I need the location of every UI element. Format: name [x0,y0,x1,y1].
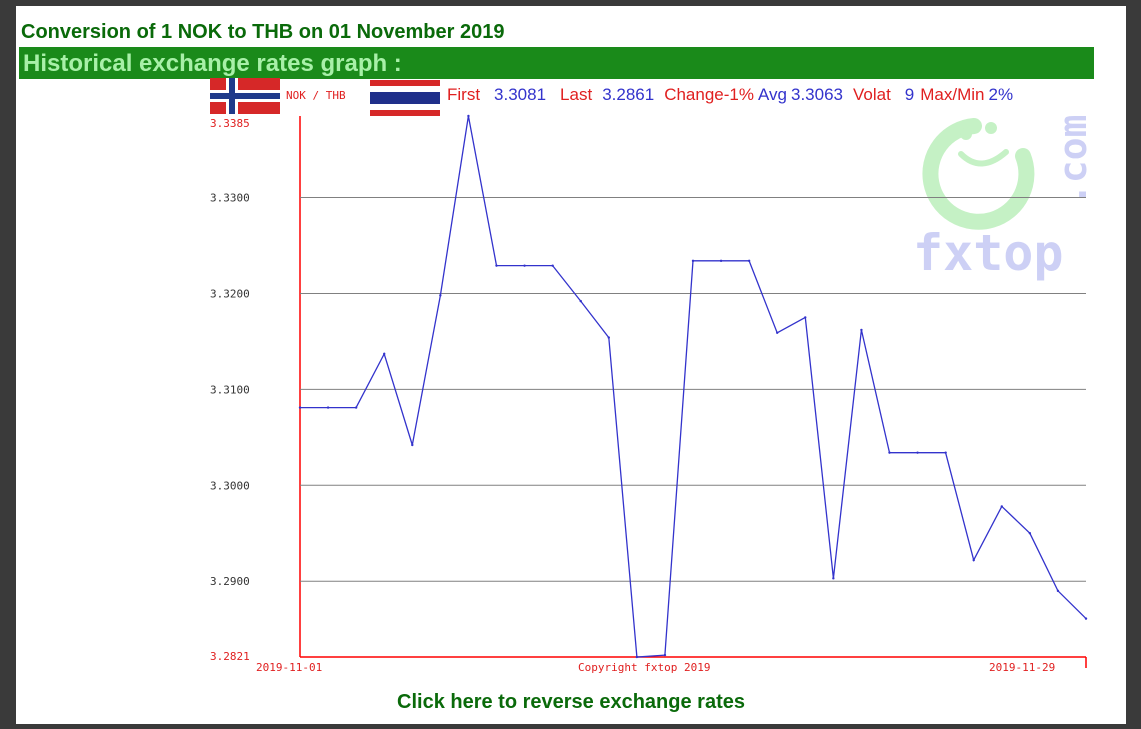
data-point [860,328,863,332]
data-point [495,264,498,267]
data-point [467,114,470,118]
stats-line: First 3.3081 Last 3.2861 Change-1% Avg 3.3063 V… [447,85,1013,104]
grid-layer: 3.3300 3.3200 3.3100 3.3000 3.2900 [210,192,1086,588]
data-point [607,336,610,339]
historical-header-bar: Historical exchange rates graph : [19,47,1094,79]
fxtop-logo: fxtop .com [913,114,1095,282]
last-value: 3.2861 [602,85,654,104]
y-tick-label: 3.3200 [210,287,250,300]
first-label: First [447,85,480,104]
data-point [439,294,442,297]
data-point [719,259,723,263]
data-point [1084,617,1088,620]
thailand-flag-icon [370,80,440,116]
y-tick-label: 3.3300 [210,192,250,205]
historical-graph-title: Historical exchange rates graph : [23,50,402,77]
fxtop-smiley-eye-left [960,128,972,140]
data-points [298,114,1088,659]
avg-value: 3.3063 [791,85,843,104]
change-label: Change [664,85,724,104]
last-label: Last [560,85,592,104]
volat-label: Volat [853,85,891,104]
y-tick-label: 3.3100 [210,383,250,396]
data-point [1056,589,1060,593]
data-point [747,259,751,263]
data-point [776,331,779,334]
x-start-label: 2019-11-01 [256,661,322,674]
fxtop-smiley-ring [922,118,1035,230]
fxtop-watermark-text: fxtop [913,224,1064,282]
data-point [326,406,330,409]
data-point [972,558,975,562]
x-end-label: 2019-11-29 [989,661,1055,674]
volat-value: 9 [905,85,914,104]
change-value: -1% [724,85,754,104]
data-point [523,264,526,267]
data-point [579,299,582,303]
y-max-label: 3.3385 [210,117,250,130]
data-point [944,451,947,454]
exchange-rate-chart: fxtop .com NOK / THB First 3.3081 Last 3.28… [210,78,1095,674]
fxtop-watermark-suffix: .com [1051,114,1095,206]
x-center-label: Copyright fxtop 2019 [578,661,710,674]
data-point [888,451,891,454]
y-min-label: 3.2821 [210,650,250,663]
maxmin-value: 2% [989,85,1014,104]
data-point [663,653,667,657]
pair-label: NOK / THB [286,89,346,102]
avg-label: Avg [758,85,787,104]
converter-panel: Conversion of 1 NOK to THB on 01 Novembe… [16,6,1126,724]
data-point [411,443,414,447]
y-tick-label: 3.3000 [210,479,250,492]
data-point [354,406,358,409]
data-point [916,451,919,454]
reverse-rates-link[interactable]: Click here to reverse exchange rates [397,691,745,713]
data-point [551,264,554,267]
norway-flag-icon [210,78,280,114]
data-point [383,352,386,356]
maxmin-label: Max/Min [920,85,984,104]
fxtop-smiley-eye-right [985,122,997,134]
data-point [635,655,639,659]
data-point [804,316,807,319]
y-tick-label: 3.2900 [210,575,250,588]
conversion-title: Conversion of 1 NOK to THB on 01 Novembe… [21,21,505,43]
first-value: 3.3081 [494,85,546,104]
data-point [832,577,835,580]
data-point [1000,505,1003,508]
data-point [298,406,302,409]
data-point [691,259,695,263]
data-point [1028,532,1032,535]
fxtop-smiley-mouth [958,149,1009,167]
